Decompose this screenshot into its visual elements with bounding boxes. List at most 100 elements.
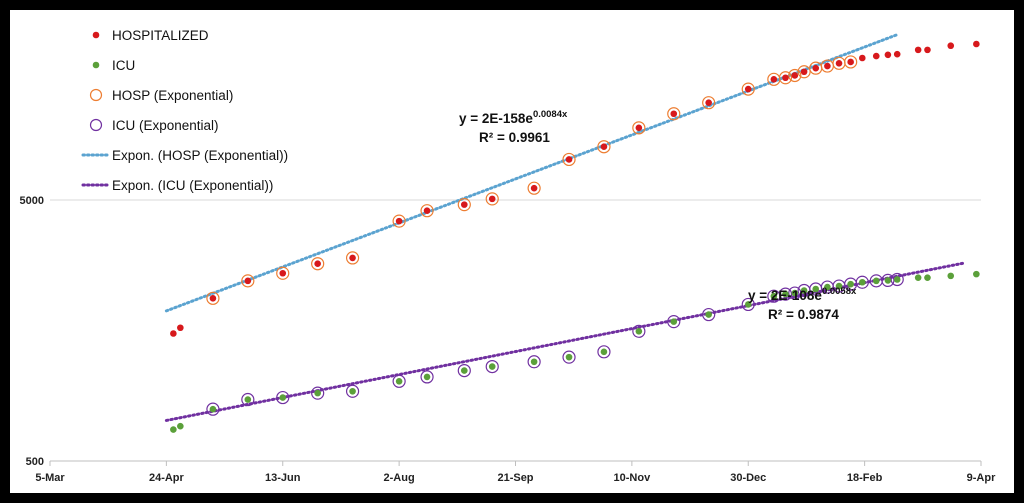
- hospitalized-point: [279, 269, 287, 277]
- hospitalized-point: [812, 64, 820, 72]
- icu-point: [635, 328, 643, 335]
- icu-exp-ring-point: [855, 275, 869, 289]
- x-tick-label: 9-Apr: [967, 472, 996, 484]
- icu-point: [395, 378, 403, 385]
- icu-point: [782, 290, 789, 298]
- hospitalized-point: [800, 68, 808, 76]
- icu-exp-ring-point: [420, 370, 434, 384]
- hospitalized-point: [423, 207, 431, 214]
- hosp-exp-ring-point: [527, 181, 541, 195]
- icu-point: [812, 285, 820, 293]
- legend-marker: [92, 31, 100, 39]
- icu-point: [423, 373, 431, 381]
- hosp-exp-ring-point: [562, 152, 576, 167]
- hosp-exp-ring-point: [632, 121, 646, 135]
- trend-equation: y = 2E-108e0.0058x: [748, 286, 857, 303]
- icu-exp-ring-point: [667, 315, 681, 329]
- hosp-exp-ring-point: [778, 71, 793, 85]
- legend-item: HOSP (Exponential): [89, 88, 233, 103]
- hosp-exp-ring-point: [241, 274, 255, 288]
- icu-exp-ring-point: [206, 402, 220, 416]
- hospitalized-point: [847, 58, 854, 66]
- hospitalized-point: [884, 51, 892, 59]
- hospitalized-point: [893, 50, 901, 58]
- legend-item: Expon. (HOSP (Exponential)): [81, 148, 288, 163]
- hospitalized-point: [924, 46, 931, 54]
- hospitalized-point: [244, 277, 252, 285]
- legend-item: HOSPITALIZED: [92, 28, 209, 43]
- icu-exp-ring-point: [741, 297, 755, 312]
- hospitalized-point: [177, 324, 184, 332]
- data-points: [170, 40, 980, 433]
- legend-marker: [89, 88, 103, 102]
- legend-marker: [89, 118, 103, 132]
- icu-point: [705, 311, 712, 318]
- hosp-exp-ring-point: [741, 82, 755, 96]
- x-tick-label: 21-Sep: [497, 472, 533, 484]
- legend-item: ICU (Exponential): [89, 118, 219, 133]
- icu-point: [670, 318, 678, 325]
- legend-label: ICU: [112, 58, 135, 73]
- hosp-exp-ring-point: [597, 140, 611, 154]
- chart-frame: 500 5000 5-Mar 24-Apr 13-Jun 2-Aug 21-Sep 10-No…: [10, 10, 1014, 493]
- hosp-exp-ring-point: [667, 107, 681, 121]
- icu-point: [244, 396, 252, 403]
- hospitalized-point: [914, 46, 922, 54]
- legend-item: ICU: [92, 58, 135, 73]
- x-tick-label: 10-Nov: [614, 472, 652, 484]
- icu-point: [349, 387, 356, 395]
- hospitalized-point: [349, 254, 356, 262]
- hospitalized-point: [170, 330, 177, 337]
- icu-point: [770, 292, 778, 300]
- icu-point: [565, 353, 573, 361]
- hospitalized-point: [209, 295, 217, 302]
- hosp-exp-ring-point: [788, 68, 802, 83]
- hospitalized-point: [314, 260, 321, 268]
- scatter-chart: 500 5000 5-Mar 24-Apr 13-Jun 2-Aug 21-Sep 10-No…: [20, 28, 997, 484]
- icu-exp-ring-point: [788, 286, 802, 300]
- icu-point: [947, 272, 955, 280]
- x-tick-label: 5-Mar: [35, 472, 65, 484]
- hospitalized-point: [947, 42, 955, 50]
- x-tick-label: 13-Jun: [265, 472, 301, 484]
- x-tick-label: 2-Aug: [384, 472, 415, 484]
- trendline-icu: [164, 261, 967, 422]
- icu-exp-ring-point: [241, 392, 255, 407]
- icu-exp-ring-point: [778, 287, 793, 301]
- icu-exp-ring-point: [485, 359, 499, 374]
- icu-point: [884, 277, 892, 284]
- hosp-exp-ring-point: [702, 96, 716, 110]
- hospitalized-point: [600, 143, 608, 151]
- hospitalized-point: [835, 60, 843, 67]
- icu-point: [800, 287, 808, 294]
- y-tick-label: 5000: [20, 195, 44, 207]
- icu-exp-ring-point: [890, 272, 904, 287]
- icu-exp-ring-point: [562, 350, 576, 364]
- icu-point: [170, 426, 177, 433]
- icu-exp-ring-point: [457, 364, 471, 378]
- icu-point: [488, 363, 496, 370]
- hospitalized-point: [858, 54, 866, 62]
- icu-point: [177, 422, 184, 430]
- icu-exp-ring-point: [527, 355, 541, 369]
- icu-point: [279, 394, 287, 401]
- hosp-exp-ring-point: [844, 55, 858, 69]
- icu-point: [858, 278, 866, 286]
- hospitalized-point: [530, 184, 538, 192]
- icu-point: [744, 301, 752, 308]
- icu-exp-ring-point: [392, 374, 406, 388]
- icu-point: [530, 358, 538, 366]
- hospitalized-point: [488, 195, 496, 203]
- hosp-exp-ring-point: [420, 204, 434, 218]
- legend-label: ICU (Exponential): [112, 118, 219, 133]
- hospitalized-point: [973, 40, 980, 48]
- legend-label: HOSPITALIZED: [112, 28, 209, 43]
- icu-point: [893, 276, 901, 283]
- hosp-exp-ring-point: [457, 198, 471, 212]
- axes: 500 5000 5-Mar 24-Apr 13-Jun 2-Aug 21-Sep 10-No…: [20, 195, 997, 484]
- icu-exp-ring-point: [345, 384, 360, 398]
- icu-exp-ring-point: [632, 324, 646, 338]
- icu-exp-ring-point: [597, 345, 611, 359]
- hosp-exp-ring-point: [276, 266, 290, 280]
- hosp-exp-ring-point: [485, 192, 499, 206]
